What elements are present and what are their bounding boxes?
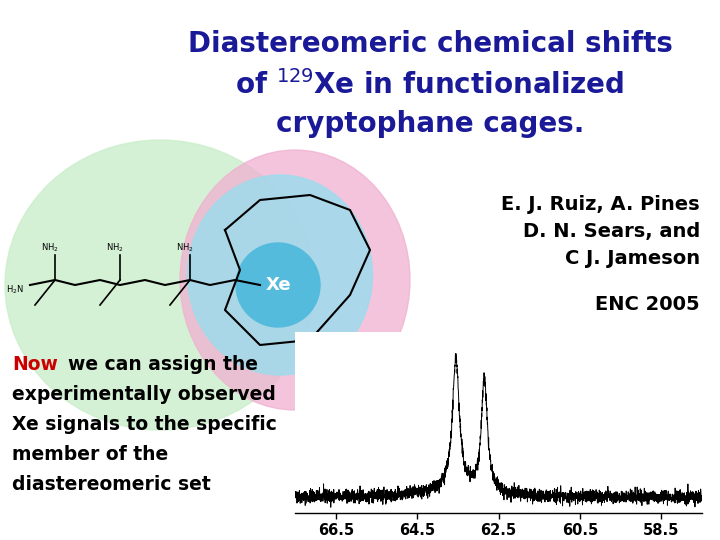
- Ellipse shape: [180, 150, 410, 410]
- Text: member of the: member of the: [12, 445, 168, 464]
- Text: 1 ppm: 1 ppm: [555, 353, 600, 367]
- Text: D. N. Sears, and: D. N. Sears, and: [523, 222, 700, 241]
- Circle shape: [236, 243, 320, 327]
- Text: cryptophane cages.: cryptophane cages.: [276, 110, 584, 138]
- Ellipse shape: [187, 175, 372, 375]
- Text: Now: Now: [12, 355, 58, 374]
- Text: of $^{129}$Xe in functionalized: of $^{129}$Xe in functionalized: [235, 70, 625, 100]
- Text: LI: LI: [392, 358, 428, 392]
- Text: NH$_2$: NH$_2$: [107, 242, 124, 254]
- Text: C J. Jameson: C J. Jameson: [565, 249, 700, 268]
- Text: RI: RI: [524, 398, 566, 432]
- Text: NH$_2$: NH$_2$: [41, 242, 59, 254]
- Text: Xe: Xe: [265, 276, 291, 294]
- Text: ENC 2005: ENC 2005: [595, 295, 700, 314]
- Text: Xe signals to the specific: Xe signals to the specific: [12, 415, 277, 434]
- Text: diastereomeric set: diastereomeric set: [12, 475, 211, 494]
- Text: H$_2$N: H$_2$N: [6, 284, 24, 296]
- Text: Diastereomeric chemical shifts: Diastereomeric chemical shifts: [188, 30, 672, 58]
- Text: experimentally observed: experimentally observed: [12, 385, 276, 404]
- Ellipse shape: [5, 140, 315, 430]
- Text: we can assign the: we can assign the: [68, 355, 258, 374]
- Text: NH$_2$: NH$_2$: [176, 242, 194, 254]
- Text: E. J. Ruiz, A. Pines: E. J. Ruiz, A. Pines: [501, 195, 700, 214]
